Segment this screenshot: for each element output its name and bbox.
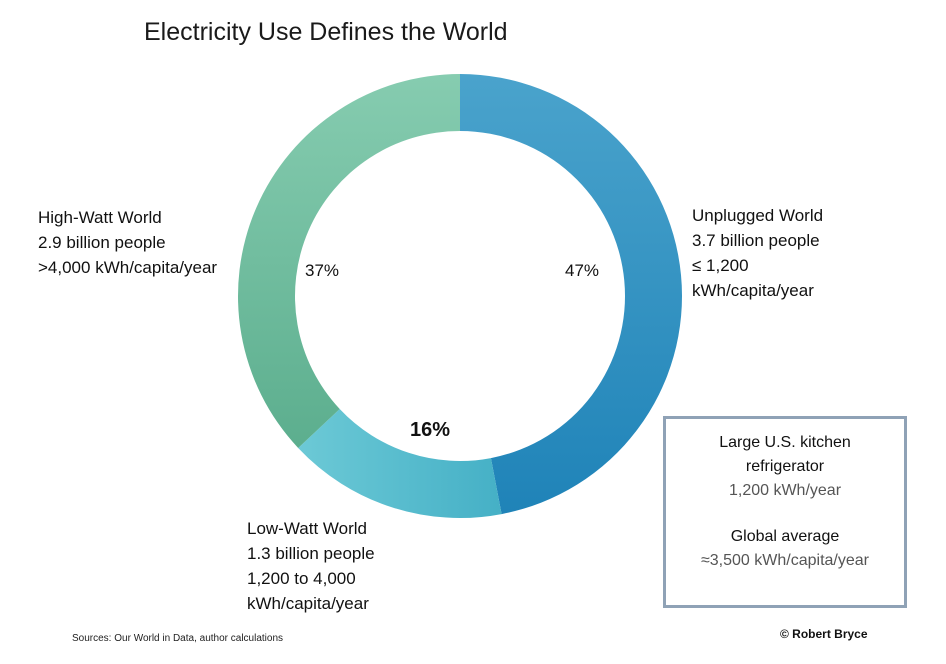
label-low-watt-world: Low-Watt World 1.3 billion people 1,200 … — [247, 516, 375, 616]
label-high-watt-world: High-Watt World 2.9 billion people >4,00… — [38, 205, 217, 280]
label-high-watt-range: >4,000 kWh/capita/year — [38, 258, 218, 277]
chart-title: Electricity Use Defines the World — [144, 18, 508, 46]
comparison-box: Large U.S. kitchen refrigerator 1,200 kW… — [663, 416, 907, 608]
pct-unplugged-world: 47% — [565, 261, 599, 280]
source-note: Sources: Our World in Data, author calcu… — [72, 633, 284, 644]
label-low-watt-range: 1,200 to 4,000 — [247, 569, 356, 588]
pct-high-watt-world: 37% — [305, 261, 339, 280]
fridge-value: 1,200 kWh/year — [728, 482, 842, 499]
slice-high-watt-world — [238, 74, 460, 448]
global-average-value: ≈3,500 kWh/capita/year — [701, 552, 869, 569]
pct-low-watt-world: 16% — [410, 419, 450, 441]
label-low-watt-name: Low-Watt World — [247, 519, 367, 538]
label-unplugged-people: 3.7 billion people — [692, 231, 820, 250]
fridge-heading-line2: refrigerator — [745, 458, 825, 475]
label-high-watt-name: High-Watt World — [38, 208, 162, 227]
label-low-watt-unit: kWh/capita/year — [247, 594, 369, 613]
credit: © Robert Bryce — [780, 627, 868, 641]
slice-low-watt-world — [298, 408, 502, 518]
slice-unplugged-world — [460, 74, 683, 515]
label-unplugged-name: Unplugged World — [692, 206, 824, 225]
label-unplugged-unit: kWh/capita/year — [692, 281, 814, 300]
label-high-watt-people: 2.9 billion people — [38, 233, 166, 252]
label-unplugged-range: ≤ 1,200 — [692, 256, 749, 275]
label-low-watt-people: 1.3 billion people — [247, 544, 375, 563]
label-unplugged-world: Unplugged World 3.7 billion people ≤ 1,2… — [692, 203, 823, 303]
fridge-heading-line1: Large U.S. kitchen — [719, 434, 851, 451]
global-average-heading: Global average — [730, 528, 840, 545]
